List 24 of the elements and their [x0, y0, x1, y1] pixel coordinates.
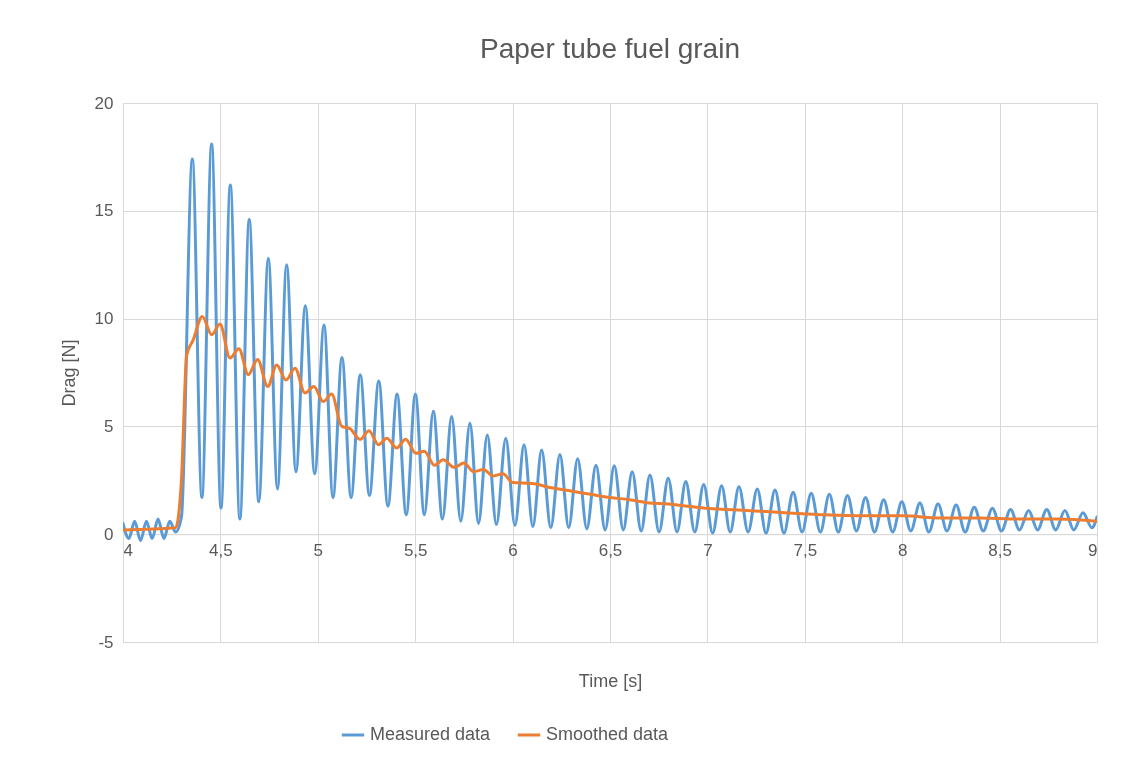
x-tick-label: 6: [508, 540, 518, 560]
y-tick-label: 10: [94, 309, 114, 329]
y-tick-label: 20: [94, 93, 114, 113]
x-tick-label: 7,5: [793, 540, 818, 560]
x-tick-label: 9: [1088, 540, 1098, 560]
y-axis-title: Drag [N]: [58, 339, 79, 407]
x-axis-title: Time [s]: [578, 670, 643, 691]
line-series: [123, 142, 1097, 543]
y-tick-label: -5: [98, 632, 114, 652]
x-tick-label: 8: [897, 540, 908, 560]
y-tick-label: 15: [94, 201, 114, 221]
x-tick-label: 5,5: [403, 540, 428, 560]
y-tick-label: 5: [104, 416, 114, 436]
legend-label: Smoothed data: [546, 724, 670, 744]
line-series: [123, 314, 1097, 532]
legend-label: Measured data: [370, 724, 492, 744]
x-tick-label: 5: [313, 540, 324, 560]
x-tick-label: 7: [703, 540, 713, 560]
chart-title: Paper tube fuel grain: [480, 33, 740, 64]
x-tick-label: 4,5: [209, 540, 233, 560]
x-tick-label: 4: [123, 540, 133, 560]
x-tick-label: 8,5: [988, 540, 1012, 560]
y-tick-label: 0: [104, 524, 114, 544]
x-tick-label: 6,5: [598, 540, 623, 560]
